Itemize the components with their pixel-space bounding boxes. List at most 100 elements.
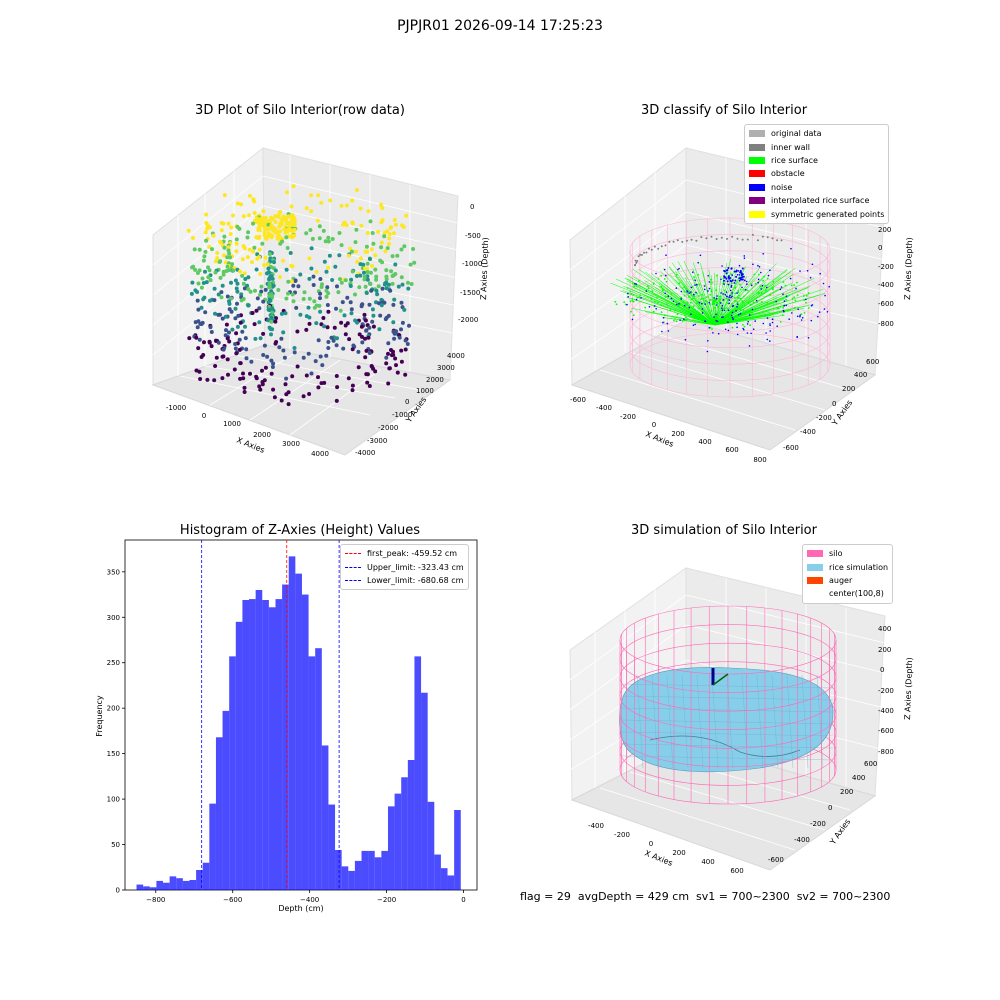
noise-point (796, 336, 798, 339)
raw-data-point (238, 269, 243, 274)
raw-data-point (284, 235, 289, 240)
rice-surface-point (692, 305, 695, 307)
raw-data-point (328, 198, 333, 203)
rice-surface-point (763, 275, 765, 278)
raw-data-point (339, 243, 344, 248)
noise-point (723, 283, 725, 285)
noise-point (785, 295, 788, 298)
inner-wall-point (653, 245, 656, 248)
legend-swatch (345, 566, 361, 568)
rice-surface-point (782, 307, 784, 309)
grid-line (629, 351, 826, 411)
raw-data-point (222, 245, 227, 250)
raw-data-point (229, 309, 234, 314)
legend-label: first_peak: -459.52 cm (367, 549, 458, 559)
classify-z-tick: 0 (878, 244, 882, 252)
noise-point (634, 283, 636, 285)
raw-data-point (374, 274, 379, 279)
rice-mesh-line (621, 731, 834, 737)
raw-data-point (403, 347, 408, 352)
rice-surface-point (665, 280, 668, 283)
histogram-bar (354, 860, 362, 890)
rice-surface-point (714, 304, 739, 326)
raw-data-point (353, 249, 358, 254)
rice-surface-point (737, 289, 740, 292)
raw-data-point (367, 351, 372, 355)
rice-surface-point (629, 290, 632, 293)
raw-data-point (279, 336, 284, 341)
noise-point (757, 278, 760, 281)
legend-swatch (807, 563, 823, 571)
raw-data-point (386, 351, 390, 356)
rice-surface-point (670, 293, 673, 295)
noise-point (736, 333, 739, 336)
rice-surface-point (760, 301, 763, 303)
grid-line (289, 369, 381, 436)
noise-point (694, 284, 696, 286)
raw-data-point (204, 280, 209, 285)
raw-data-point (197, 247, 202, 252)
raw-z-tick: -500 (465, 232, 481, 240)
raw-data-point (292, 350, 297, 355)
status-line: flag = 29 avgDepth = 429 cm sv1 = 700~23… (520, 890, 891, 903)
noise-point (828, 285, 830, 288)
raw-data-point (324, 294, 329, 299)
rice-surface-point (697, 274, 716, 326)
rice-surface-point (765, 315, 767, 317)
grid-line (685, 624, 886, 674)
histogram-title: Histogram of Z-Axies (Height) Values (179, 523, 421, 538)
raw-data-point (261, 353, 266, 357)
inner-wall-point (664, 244, 667, 247)
histogram-bar (262, 600, 269, 890)
raw-data-point (219, 228, 224, 233)
raw-data-point (225, 336, 230, 341)
rice-surface-point (631, 297, 634, 300)
rice-surface-point (663, 278, 666, 280)
rice-surface-point (731, 302, 733, 305)
raw-data-point (368, 270, 373, 275)
raw-data-point (291, 184, 296, 189)
noise-point (762, 322, 765, 325)
raw-data-point (316, 338, 321, 343)
raw-y-ticks: -4000 -3000 -2000 -1000 0 1000 2000 3000… (355, 352, 465, 457)
raw-data-point (285, 246, 290, 250)
raw-data-point (402, 244, 407, 249)
raw-data-point (265, 262, 270, 267)
raw-data-point (378, 313, 383, 318)
noise-point (721, 307, 723, 309)
rice-surface-point (610, 282, 716, 326)
histogram-bars (136, 556, 461, 890)
raw-data-point (316, 193, 321, 198)
noise-point (760, 271, 762, 274)
histogram-y-label: Frequency (95, 695, 104, 737)
raw-data-point (319, 200, 324, 205)
rice-surface-point (772, 281, 775, 283)
histogram-bar (341, 866, 349, 890)
noise-point (736, 326, 738, 329)
raw-data-point (365, 261, 370, 266)
inner-wall-point (636, 260, 639, 262)
raw-data-point (243, 277, 248, 281)
rice-surface-point (653, 300, 656, 303)
raw-data-point (257, 384, 262, 389)
raw-data-point (290, 264, 295, 269)
raw-data-point (239, 292, 244, 297)
raw-data-point (339, 280, 344, 285)
rice-surface-point (734, 286, 737, 289)
noise-point (757, 264, 759, 267)
noise-point (667, 295, 670, 298)
rice-surface-point (739, 309, 742, 311)
rice-surface-point (742, 295, 745, 298)
raw-data-point (359, 223, 364, 228)
noise-point (766, 338, 768, 341)
noise-point (727, 329, 730, 332)
inner-wall-point (776, 239, 779, 242)
raw-data-point (307, 321, 312, 326)
noise-point (719, 302, 722, 304)
noise-point (678, 302, 680, 305)
classify-3d-plot: -600 -400 -200 0 200 400 600 800 X Axies… (569, 146, 914, 464)
noise-point (680, 290, 683, 293)
classify-z-tick: -600 (878, 300, 894, 308)
raw-data-point (261, 209, 266, 214)
raw-data-point (282, 227, 287, 232)
